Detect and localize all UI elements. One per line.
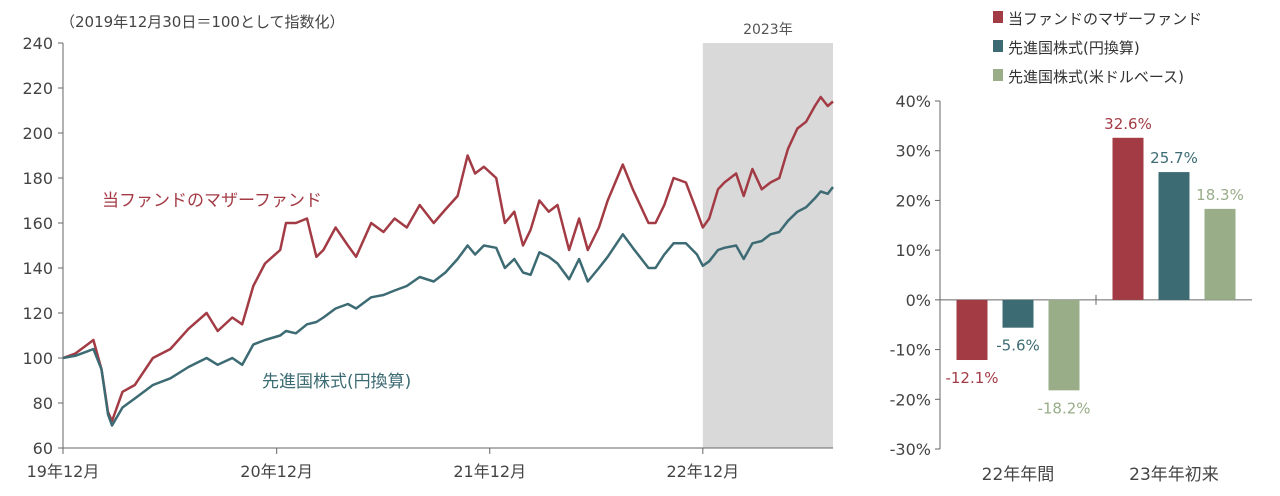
legend-label: 先進国株式(円換算)	[1008, 39, 1140, 57]
bar-y-tick-label: -10%	[890, 341, 931, 360]
line-x-tick-label: 21年12月	[453, 462, 526, 481]
bar-y-tick-label: 10%	[895, 241, 931, 260]
line-y-tick-label: 80	[33, 394, 53, 413]
line-y-tick-label: 220	[22, 79, 53, 98]
line-x-tick-label: 20年12月	[240, 462, 313, 481]
bar-value-label: -12.1%	[945, 369, 998, 387]
bars-group: -12.1% -5.6% -18.2% 32.6% 25.7% 18.3%	[945, 115, 1243, 418]
year-2023-label: 2023年	[743, 22, 793, 38]
bar-y-tick-label: 30%	[895, 142, 931, 161]
bar-category-label: 22年年間	[982, 465, 1055, 485]
bar-value-label: -18.2%	[1037, 399, 1090, 417]
bar	[1112, 137, 1144, 300]
line-y-axis: 60 80 100 120 140 160 180 200 220 240	[22, 34, 64, 458]
line-y-tick-label: 140	[22, 259, 53, 278]
bar	[1002, 299, 1034, 328]
bar-y-tick-label: -20%	[890, 390, 931, 409]
line-series-group	[62, 95, 834, 427]
label-fund-series: 当ファンドのマザーファンド	[102, 191, 322, 211]
bar-y-tick-label: 40%	[895, 92, 931, 111]
legend-label: 当ファンドのマザーファンド	[1008, 10, 1202, 28]
bar-value-label: 18.3%	[1196, 186, 1244, 204]
line-y-tick-label: 240	[22, 34, 53, 53]
bar	[1048, 299, 1080, 391]
bar-category-label: 23年年初来	[1129, 465, 1219, 485]
line-x-axis: 19年12月 20年12月 21年12月 22年12月	[27, 447, 833, 481]
line-y-tick-label: 200	[22, 124, 53, 143]
line-y-tick-label: 160	[22, 214, 53, 233]
bar	[956, 299, 988, 361]
legend-swatch	[993, 40, 1003, 52]
label-world-series: 先進国株式(円換算)	[262, 372, 411, 392]
bar-value-label: 25.7%	[1150, 149, 1198, 167]
legend-swatch	[993, 69, 1003, 81]
line-y-tick-label: 120	[22, 304, 53, 323]
series-line-world-yen	[62, 186, 834, 427]
legend-label: 先進国株式(米ドルベース)	[1008, 68, 1184, 86]
bar-y-tick-label: 0%	[906, 291, 931, 310]
legend-swatch	[993, 11, 1003, 23]
index-note: （2019年12月30日＝100として指数化）	[60, 13, 345, 31]
line-y-tick-label: 180	[22, 169, 53, 188]
bar-value-label: 32.6%	[1104, 115, 1152, 133]
bar-y-tick-label: 20%	[895, 191, 931, 210]
bar	[1158, 172, 1190, 300]
line-x-tick-label: 19年12月	[27, 462, 100, 481]
line-chart: （2019年12月30日＝100として指数化） 2023年 60 80 100 120…	[22, 13, 834, 481]
line-y-tick-label: 60	[33, 439, 53, 458]
bar-value-label: -5.6%	[996, 337, 1040, 355]
year-2023-shade	[702, 43, 833, 448]
series-line-fund	[62, 95, 834, 423]
line-x-tick-label: 22年12月	[666, 462, 739, 481]
bar-x-axis: 22年年間 23年年初来	[940, 294, 1252, 485]
bar-y-tick-label: -30%	[890, 440, 931, 459]
bar-y-axis: -30% -20% -10% 0% 10% 20% 30% 40%	[890, 92, 941, 459]
line-y-tick-label: 100	[22, 349, 53, 368]
bar	[1204, 208, 1236, 300]
